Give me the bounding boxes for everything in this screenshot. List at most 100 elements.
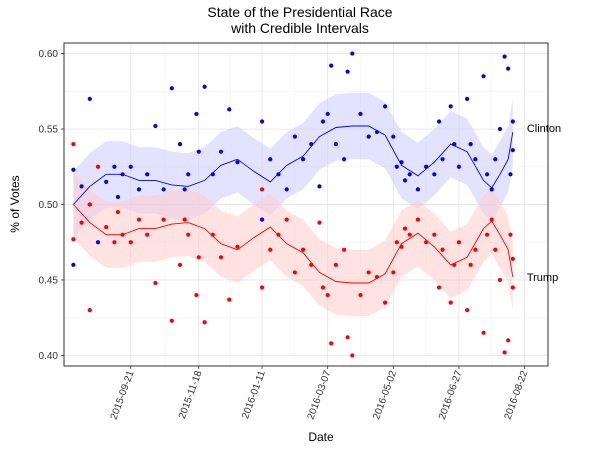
trump-point — [292, 270, 297, 275]
clinton-point — [394, 164, 399, 169]
trump-point — [440, 247, 445, 252]
trump-point — [276, 232, 281, 237]
clinton-point — [145, 172, 150, 177]
trump-point — [383, 300, 388, 305]
clinton-point — [112, 164, 117, 169]
trump-point — [177, 262, 183, 267]
clinton-point — [432, 172, 437, 177]
clinton-point — [383, 104, 388, 109]
clinton-point — [320, 119, 326, 124]
clinton-point — [317, 184, 322, 189]
clinton-point — [415, 187, 421, 192]
clinton-point — [153, 123, 158, 129]
trump-point — [510, 285, 515, 290]
clinton-point — [268, 157, 273, 162]
trump-point — [186, 232, 191, 237]
y-tick-label: 0.45 — [39, 275, 59, 286]
clinton-point — [169, 86, 174, 91]
clinton-point — [115, 194, 121, 200]
trump-point — [87, 202, 92, 207]
trump-point — [196, 255, 201, 260]
clinton-point — [508, 172, 513, 177]
trump-point — [145, 232, 150, 237]
clinton-point — [71, 167, 76, 172]
trump-point — [268, 247, 273, 252]
y-axis: 0.40 0.45 0.50 0.55 0.60 — [39, 49, 64, 362]
clinton-point — [218, 149, 224, 154]
chart-title-line1: State of the Presidential Race — [207, 4, 392, 20]
clinton-point — [402, 178, 408, 183]
clinton-point — [202, 84, 207, 89]
trump-point — [300, 247, 306, 252]
trump-point — [227, 297, 232, 302]
trend-lines — [73, 125, 514, 284]
trump-point — [508, 232, 513, 237]
clinton-point — [292, 134, 297, 139]
trump-point — [493, 247, 498, 252]
trump-point — [489, 217, 494, 222]
trump-point — [182, 217, 187, 222]
trump-point — [329, 341, 334, 346]
clinton-point — [161, 187, 166, 192]
trump-point — [436, 285, 442, 290]
clinton-point — [481, 74, 486, 79]
trump-point — [402, 226, 408, 231]
clinton-series-label: Clinton — [527, 123, 561, 135]
plot-area — [63, 42, 549, 367]
chart-title-line2: with Credible Intervals — [230, 20, 369, 36]
clinton-point — [325, 111, 330, 117]
clinton-point — [493, 157, 498, 162]
trump-point — [325, 292, 330, 298]
clinton-point — [341, 157, 347, 162]
clinton-trend-line — [73, 125, 514, 205]
trump-point — [136, 217, 142, 222]
trump-point — [235, 244, 240, 249]
trump-point — [95, 164, 101, 169]
y-tick-label: 0.50 — [39, 200, 59, 211]
trump-point — [71, 237, 76, 242]
clinton-point — [506, 66, 511, 71]
trump-point — [161, 217, 166, 222]
trump-point — [320, 285, 326, 290]
clinton-point — [502, 54, 507, 59]
trump-point — [432, 232, 437, 237]
clinton-point — [510, 148, 515, 153]
trump-point — [497, 277, 503, 283]
clinton-point — [440, 157, 445, 162]
clinton-point — [358, 111, 363, 117]
data-points — [71, 51, 515, 358]
clinton-point — [473, 157, 478, 162]
trump-point — [391, 270, 396, 275]
clinton-point — [300, 157, 306, 162]
trump-credible-band — [73, 171, 513, 317]
trump-point — [481, 330, 486, 335]
trump-point — [465, 308, 470, 313]
trump-point — [104, 225, 109, 230]
trump-point — [394, 240, 399, 245]
trump-point — [153, 280, 158, 286]
clinton-point — [95, 240, 101, 245]
trump-point — [333, 262, 338, 267]
trump-point — [350, 353, 355, 358]
clinton-point — [366, 134, 371, 139]
trump-point — [202, 320, 207, 325]
trump-point — [71, 142, 76, 147]
clinton-point — [489, 187, 494, 192]
clinton-point — [136, 187, 142, 192]
clinton-point — [436, 119, 442, 124]
trump-point — [194, 292, 199, 298]
credible-bands — [73, 92, 513, 317]
clinton-point — [186, 172, 191, 177]
trump-point — [345, 335, 350, 340]
trump-series-label: Trump — [527, 272, 558, 284]
trump-point — [358, 292, 363, 298]
clinton-point — [196, 149, 201, 154]
series-labels: Clinton Trump — [527, 123, 561, 284]
clinton-point — [329, 63, 334, 68]
trump-point — [506, 338, 511, 343]
trump-point — [115, 209, 121, 215]
clinton-point — [276, 172, 281, 177]
trump-point — [259, 285, 265, 290]
trump-point — [87, 308, 92, 313]
clinton-point — [177, 142, 183, 147]
